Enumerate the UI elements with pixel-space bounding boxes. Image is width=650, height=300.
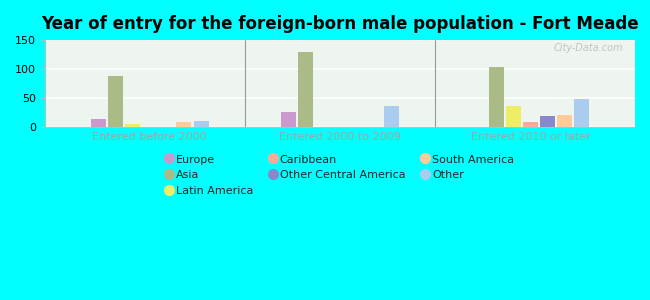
Bar <box>108 76 123 127</box>
Bar <box>176 122 192 127</box>
Bar <box>298 52 313 127</box>
Bar <box>125 124 140 127</box>
Bar <box>523 122 538 127</box>
Bar <box>574 99 590 127</box>
Legend: Europe, Asia, Latin America, Caribbean, Other Central America, South America, Ot: Europe, Asia, Latin America, Caribbean, … <box>162 151 517 199</box>
Title: Year of entry for the foreign-born male population - Fort Meade: Year of entry for the foreign-born male … <box>41 15 639 33</box>
Bar <box>489 67 504 127</box>
Text: City-Data.com: City-Data.com <box>554 43 623 53</box>
Bar <box>506 106 521 127</box>
Bar <box>384 106 399 127</box>
Bar <box>540 116 555 127</box>
Bar <box>194 121 209 127</box>
Bar <box>557 115 572 127</box>
Bar <box>91 119 106 127</box>
Bar <box>281 112 296 127</box>
